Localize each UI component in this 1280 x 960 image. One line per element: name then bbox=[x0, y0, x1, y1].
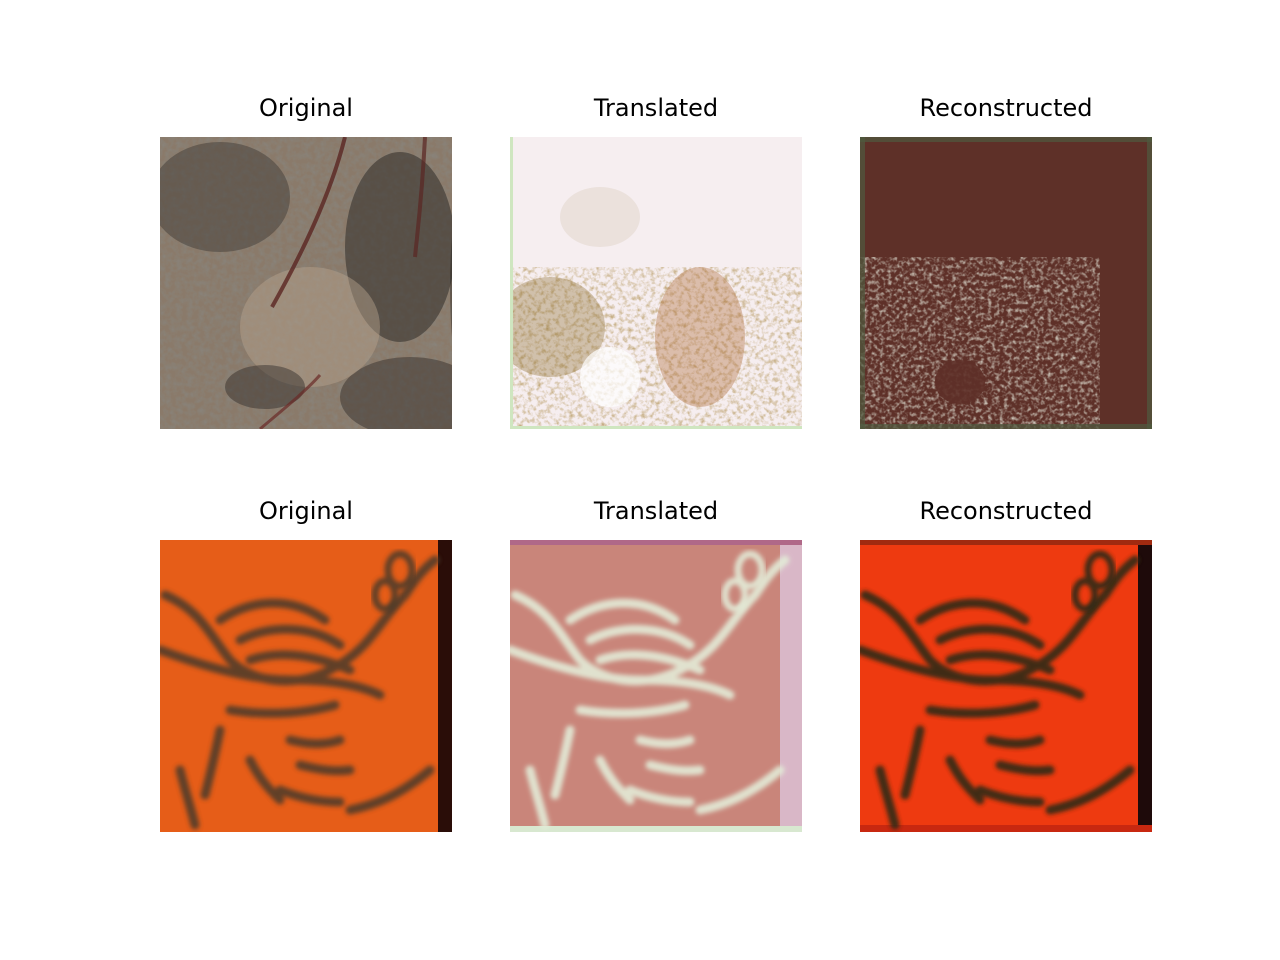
panel-title-reconstructed-row1: Reconstructed bbox=[919, 94, 1093, 122]
translated-image-bird-pattern bbox=[510, 540, 802, 832]
panel-title-translated-row2: Translated bbox=[593, 497, 719, 525]
panel-title-reconstructed-row2: Reconstructed bbox=[919, 497, 1093, 525]
panel-title-original-row1: Original bbox=[259, 94, 353, 122]
reconstructed-image-bird-pattern bbox=[860, 540, 1152, 832]
translated-image-rock-texture bbox=[510, 137, 802, 429]
original-image-rock-texture bbox=[160, 137, 452, 429]
original-image-bird-pattern bbox=[160, 540, 452, 832]
panel-title-original-row2: Original bbox=[259, 497, 353, 525]
panel-title-translated-row1: Translated bbox=[593, 94, 719, 122]
reconstructed-image-rock-texture bbox=[860, 137, 1152, 429]
